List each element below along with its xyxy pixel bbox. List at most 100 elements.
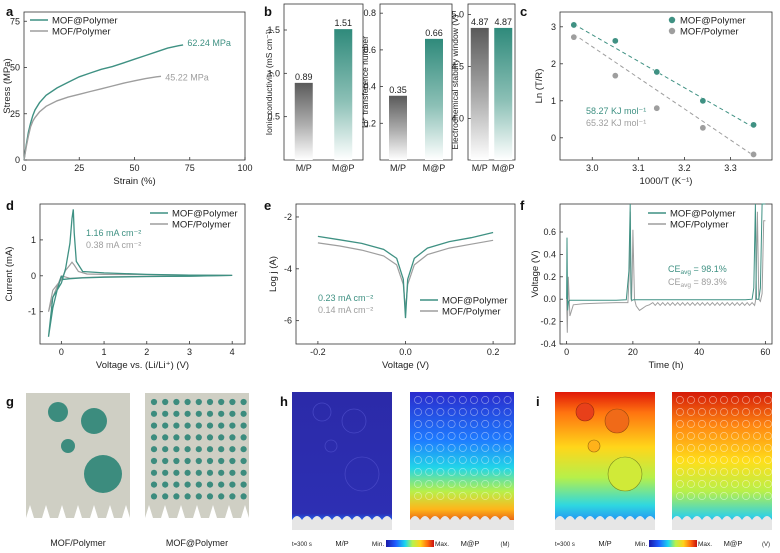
bar-value-label: 4.87 [471, 17, 489, 27]
sim-dot [687, 444, 695, 452]
sim-dot [436, 408, 445, 416]
axes-frame [379, 3, 453, 161]
sim-dot [425, 396, 434, 404]
sim-dot [698, 480, 706, 488]
chart-stress-strain: 0 25 50 75 100 0 25 50 75 62.24 MPa 45.22 MPa MOF@P… [2, 11, 253, 187]
sim-dot [687, 468, 695, 476]
mof-dot [218, 469, 225, 476]
y-tick-label: 75 [10, 16, 20, 26]
colorbar [386, 540, 434, 547]
mof-dot [173, 469, 180, 476]
sim-dot [503, 432, 512, 440]
y-tick-label: -6 [284, 316, 292, 326]
y-tick-label: 1.5 [267, 25, 280, 35]
sim-anode [672, 516, 772, 530]
mof-dot [206, 398, 214, 406]
sim-dot [492, 480, 501, 488]
sim-dot [764, 432, 772, 440]
category-label: M/P [390, 163, 406, 173]
sim-left-field [292, 392, 392, 530]
x-axis-label: Voltage vs. (Li/Li⁺) (V) [96, 360, 189, 371]
x-tick-label: 25 [74, 163, 84, 173]
series-MOF@Polymer [23, 44, 184, 161]
sim-dot [687, 432, 695, 440]
sim-dot [676, 396, 684, 404]
sim-dot [742, 492, 750, 500]
x-axis-label: Strain (%) [113, 176, 155, 187]
mof-dot [162, 434, 169, 441]
sim-dot [425, 456, 434, 464]
sim-dot [481, 456, 490, 464]
sim-dot [731, 444, 739, 452]
mof-dot [150, 434, 158, 441]
mof-dot [229, 410, 236, 417]
mof-dot [206, 410, 214, 417]
mof-dot [195, 446, 202, 453]
panel-label-h: h [280, 394, 288, 409]
sim-anode [555, 516, 655, 530]
mof-dot [240, 410, 247, 417]
panel-label-a: a [6, 4, 14, 19]
sim-dot [764, 456, 772, 464]
sim-dot [720, 468, 728, 476]
y-tick-label: 50 [10, 63, 20, 73]
sim-dot [742, 408, 750, 416]
mof-dot [150, 493, 158, 500]
sim-dot [709, 444, 717, 452]
legend-entry: MOF@Polymer [52, 16, 118, 27]
sim-dot [503, 408, 512, 416]
sim-dot [676, 432, 684, 440]
y-axis-label: Li⁺ transference number [360, 36, 370, 128]
legend-entry: MOF/Polymer [172, 220, 231, 231]
mof-dot [184, 446, 191, 453]
y-tick-label: 3 [551, 22, 556, 32]
mof-polymer-block [26, 393, 130, 518]
sim-dot [458, 420, 467, 428]
panel-label-g: g [6, 394, 14, 409]
mof-dot [206, 422, 214, 429]
mof-dot [218, 410, 225, 417]
y-tick-label: 0 [15, 155, 20, 165]
mof-dot [218, 434, 225, 441]
legend-entry: MOF/Polymer [52, 27, 111, 38]
category-label: M@P [332, 163, 355, 173]
sim-dot [764, 468, 772, 476]
sim-dot [753, 456, 761, 464]
mof-dot [150, 446, 158, 453]
category-label: M/P [472, 163, 488, 173]
mof-dot [195, 398, 202, 406]
sim-dot [425, 492, 434, 500]
lithium-anode-teeth [145, 505, 249, 530]
mof-dot [195, 493, 202, 500]
sim-dot [687, 492, 695, 500]
sim-dot [709, 492, 717, 500]
sim-dot [720, 432, 728, 440]
mof-dot [173, 493, 180, 500]
sim-particle [607, 456, 643, 492]
label-mp: M/P [598, 539, 611, 548]
bar-M@P [425, 38, 443, 160]
sim-dot [470, 456, 478, 464]
y-tick-label: 0.4 [363, 82, 376, 92]
sim-dot [742, 480, 750, 488]
sim-right-field [410, 392, 514, 530]
legend-swatch [668, 16, 676, 24]
sim-dot [481, 396, 490, 404]
sim-dot [764, 444, 772, 452]
axes-frame [283, 3, 364, 161]
x-tick-label: 3.3 [724, 163, 737, 173]
sim-dot [720, 420, 728, 428]
time-label: t=300 s [555, 542, 575, 548]
mof-dot [162, 398, 169, 406]
mof-dot [173, 422, 180, 429]
sim-dot [687, 408, 695, 416]
sim-dot [687, 396, 695, 404]
mof-dot [206, 493, 214, 500]
sim-dot [687, 456, 695, 464]
sim-dot [676, 468, 684, 476]
mof-dot [162, 469, 169, 476]
sim-dot [720, 456, 728, 464]
sim-dot [731, 432, 739, 440]
sim-dot [764, 396, 772, 404]
